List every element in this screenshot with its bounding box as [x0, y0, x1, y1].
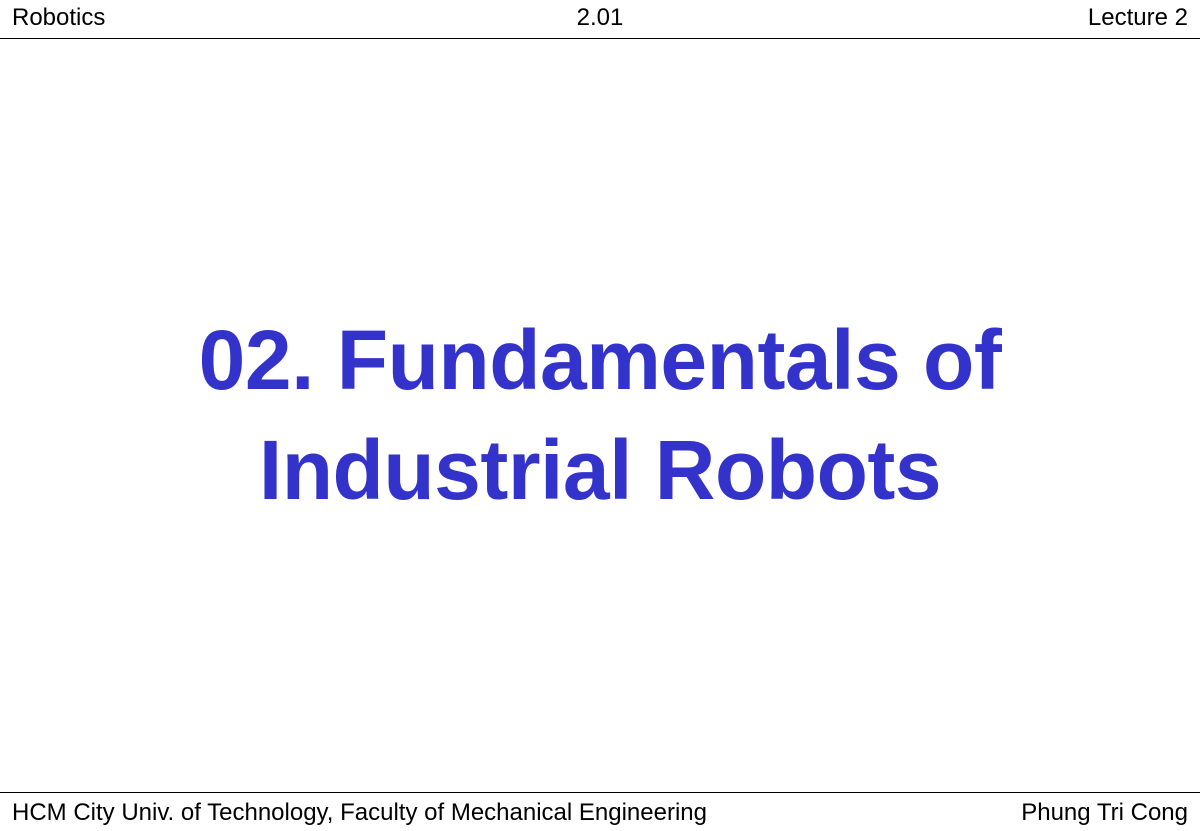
footer-institution: HCM City Univ. of Technology, Faculty of… — [12, 799, 707, 827]
slide-title-line2: Industrial Robots — [259, 416, 941, 525]
slide-main-content: 02. Fundamentals of Industrial Robots — [0, 0, 1200, 831]
slide-footer: HCM City Univ. of Technology, Faculty of… — [0, 792, 1200, 831]
slide-title-line1-text: Fundamentals of — [314, 313, 1001, 407]
slide-title-line1: 02. Fundamentals of — [199, 306, 1002, 415]
slide-title-number: 02. — [199, 313, 314, 407]
footer-author: Phung Tri Cong — [1021, 799, 1188, 827]
